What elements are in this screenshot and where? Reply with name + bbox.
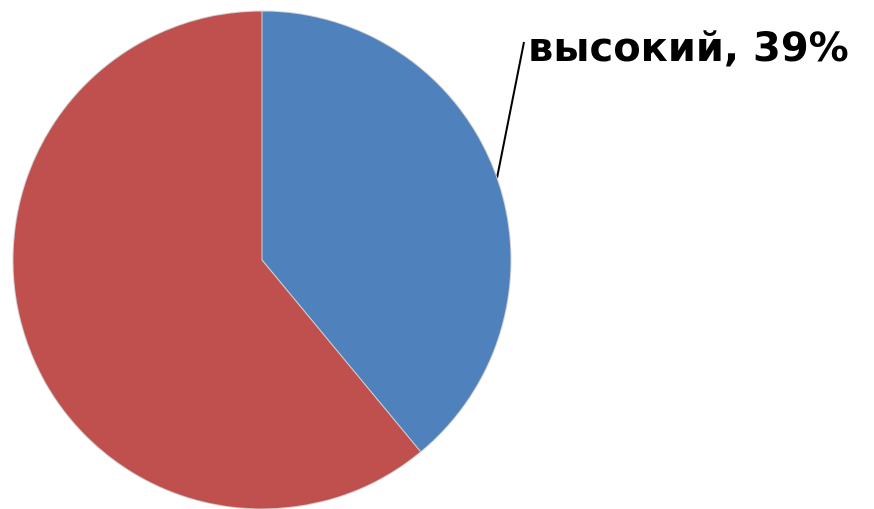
leader-line xyxy=(496,41,525,179)
pie-slice xyxy=(261,10,512,453)
pie-slice xyxy=(12,10,422,509)
data-label: высокий, 39% xyxy=(528,25,849,71)
